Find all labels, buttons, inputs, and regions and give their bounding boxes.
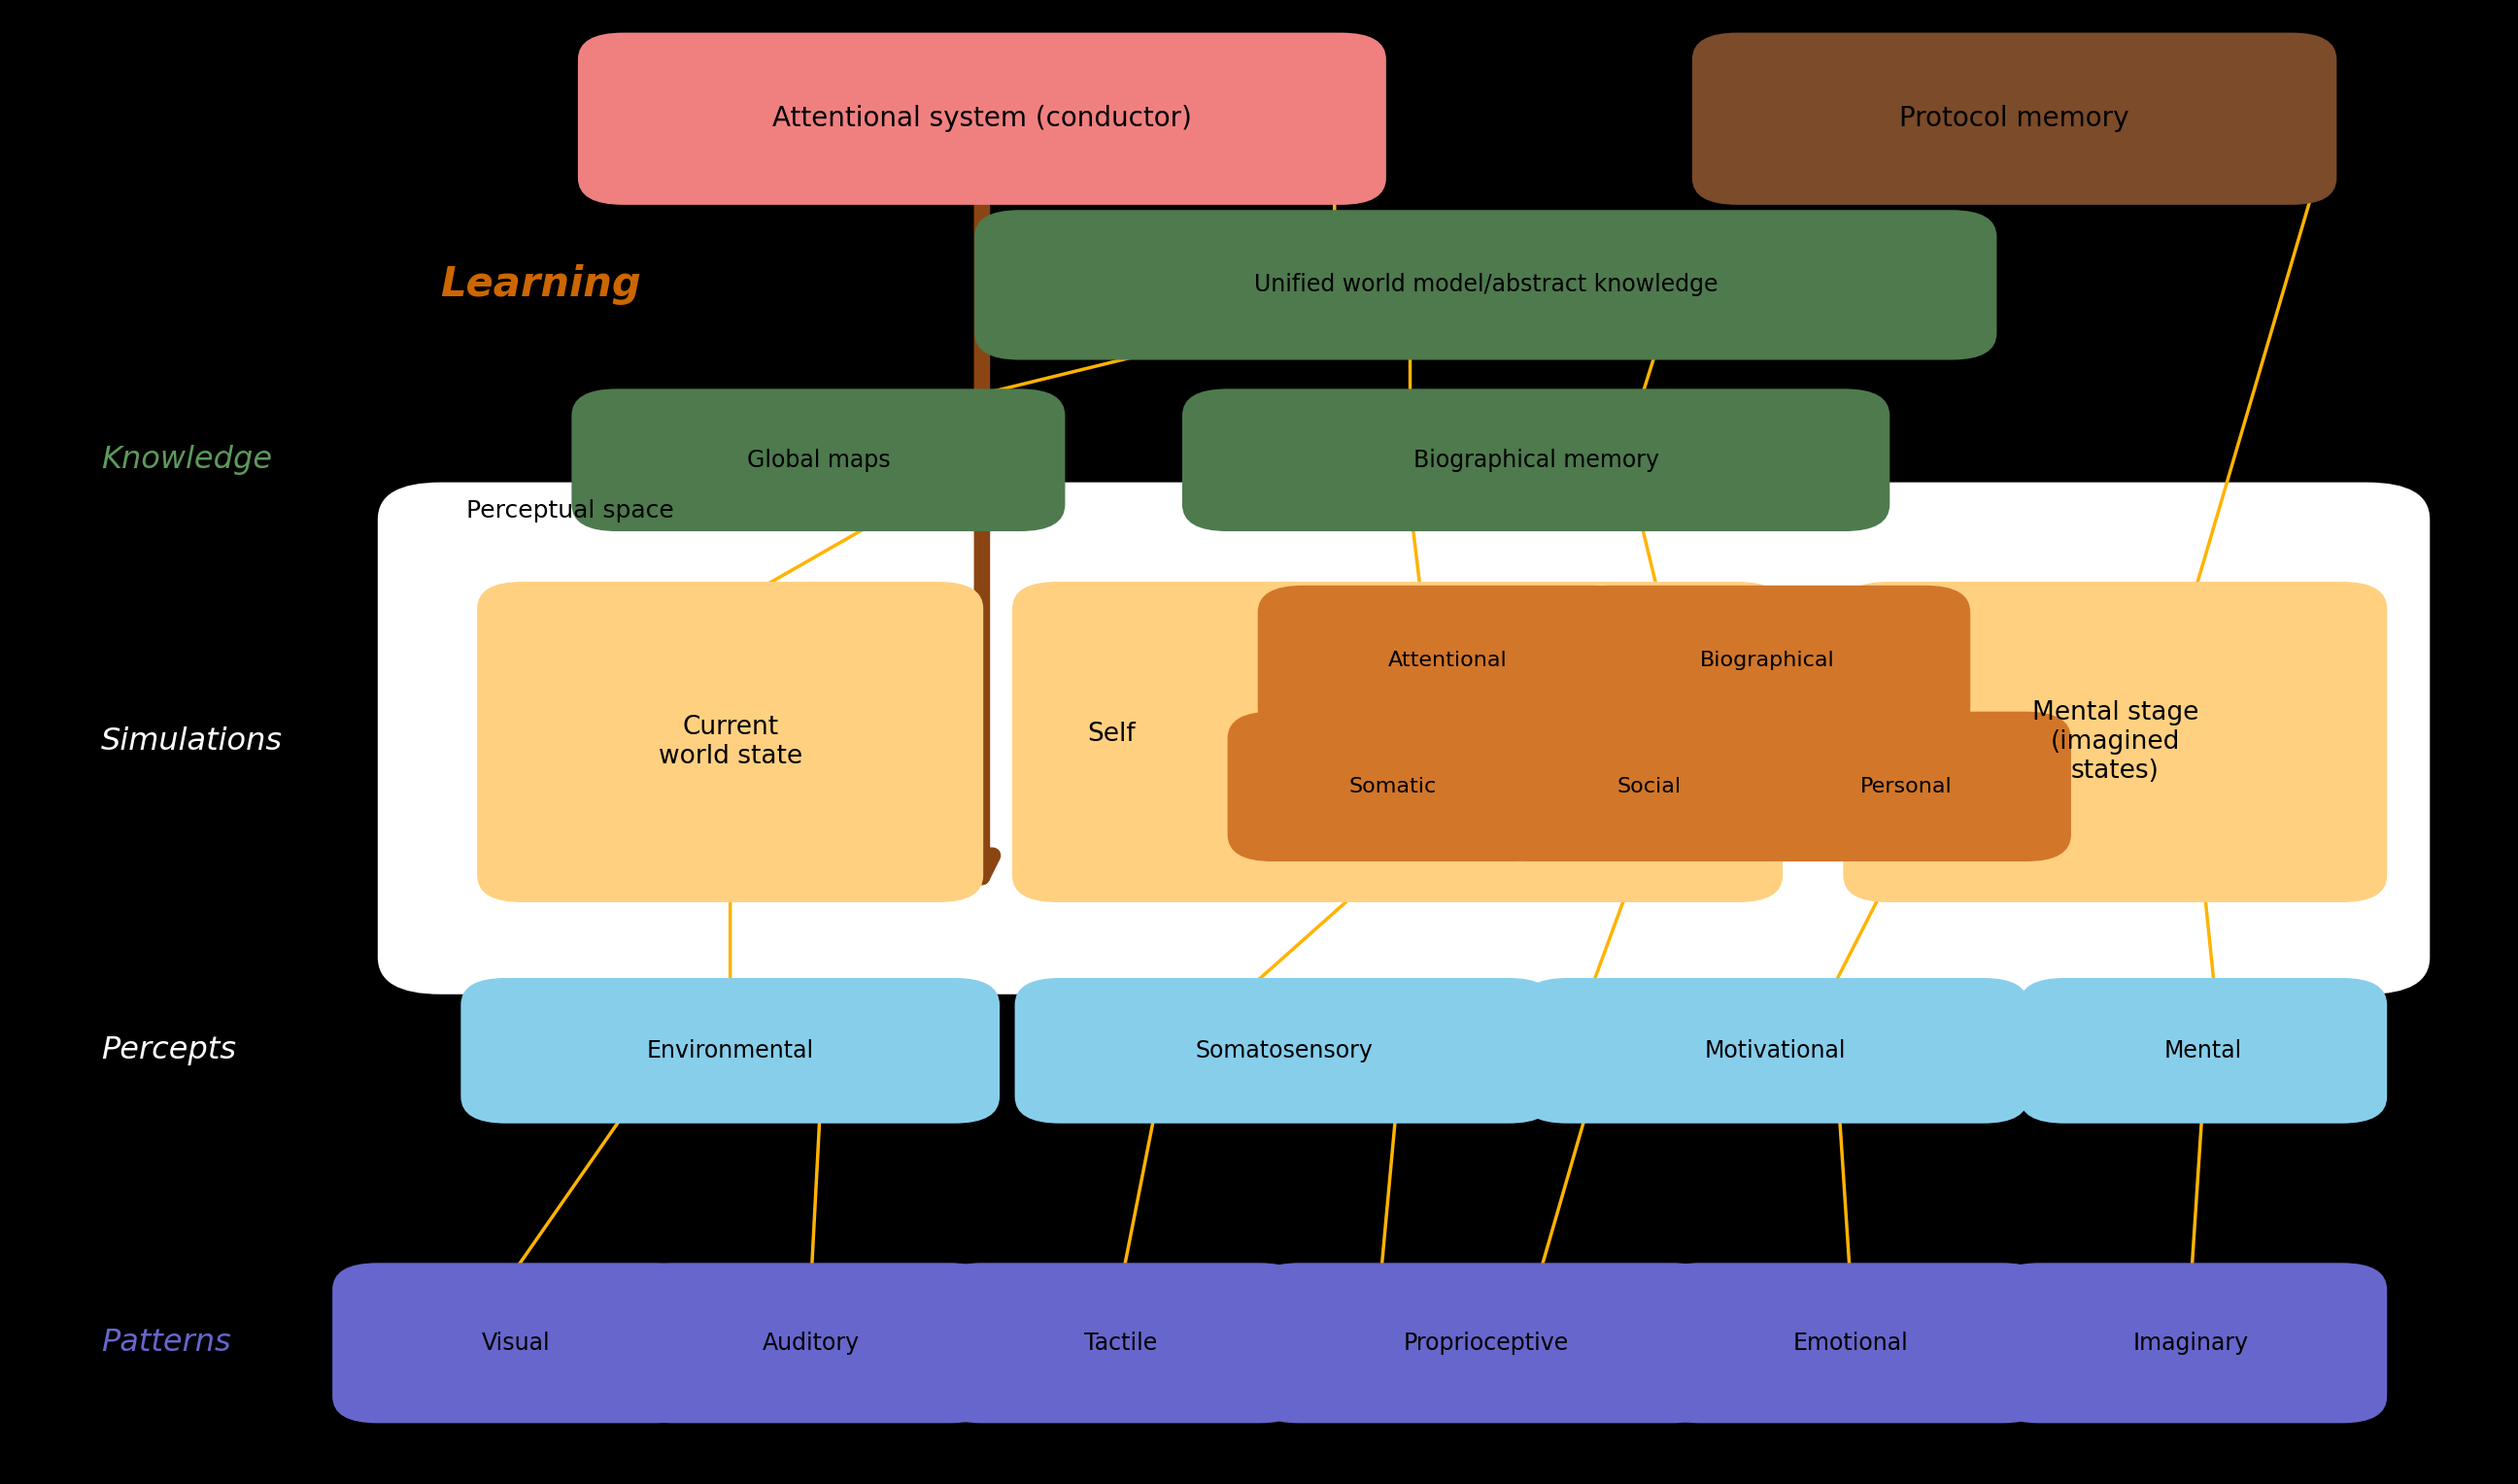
FancyBboxPatch shape — [1564, 585, 1969, 735]
FancyBboxPatch shape — [1183, 389, 1888, 531]
Text: Somatic: Somatic — [1350, 776, 1435, 797]
FancyBboxPatch shape — [1256, 585, 1637, 735]
FancyBboxPatch shape — [579, 33, 1385, 205]
Text: Personal: Personal — [1861, 776, 1951, 797]
FancyBboxPatch shape — [378, 482, 2430, 994]
Text: Percepts: Percepts — [101, 1036, 237, 1066]
Text: Self: Self — [1088, 721, 1136, 748]
Text: Simulations: Simulations — [101, 727, 282, 757]
FancyBboxPatch shape — [1229, 712, 1556, 861]
Text: Auditory: Auditory — [763, 1331, 859, 1355]
Text: Learning: Learning — [441, 264, 642, 306]
Text: Proprioceptive: Proprioceptive — [1403, 1331, 1569, 1355]
Text: Mental: Mental — [2165, 1039, 2241, 1063]
Text: Tactile: Tactile — [1083, 1331, 1158, 1355]
Text: Attentional system (conductor): Attentional system (conductor) — [773, 105, 1191, 132]
FancyBboxPatch shape — [1254, 1263, 1717, 1423]
FancyBboxPatch shape — [1012, 582, 1783, 902]
Text: Current
world state: Current world state — [657, 715, 803, 769]
FancyBboxPatch shape — [1486, 712, 1813, 861]
Text: Attentional: Attentional — [1387, 650, 1508, 671]
Text: Protocol memory: Protocol memory — [1899, 105, 2130, 132]
Text: Knowledge: Knowledge — [101, 445, 272, 475]
Text: Perceptual space: Perceptual space — [466, 499, 672, 522]
Text: Motivational: Motivational — [1705, 1039, 1846, 1063]
FancyBboxPatch shape — [1692, 33, 2337, 205]
FancyBboxPatch shape — [2019, 978, 2387, 1123]
FancyBboxPatch shape — [937, 1263, 1304, 1423]
Text: Somatosensory: Somatosensory — [1196, 1039, 1372, 1063]
Text: Global maps: Global maps — [748, 448, 889, 472]
FancyBboxPatch shape — [1015, 978, 1554, 1123]
FancyBboxPatch shape — [1521, 978, 2027, 1123]
Text: Patterns: Patterns — [101, 1328, 232, 1358]
Text: Biographical memory: Biographical memory — [1413, 448, 1659, 472]
FancyBboxPatch shape — [1843, 582, 2387, 902]
Text: Biographical: Biographical — [1700, 650, 1836, 671]
Text: Mental stage
(imagined
states): Mental stage (imagined states) — [2032, 700, 2198, 784]
FancyBboxPatch shape — [1994, 1263, 2387, 1423]
FancyBboxPatch shape — [572, 389, 1065, 531]
FancyBboxPatch shape — [1740, 712, 2070, 861]
Text: Social: Social — [1617, 776, 1682, 797]
FancyBboxPatch shape — [627, 1263, 995, 1423]
Text: Visual: Visual — [481, 1331, 551, 1355]
Text: Unified world model/abstract knowledge: Unified world model/abstract knowledge — [1254, 273, 1717, 297]
FancyBboxPatch shape — [461, 978, 1000, 1123]
Text: Environmental: Environmental — [647, 1039, 813, 1063]
Text: Imaginary: Imaginary — [2133, 1331, 2249, 1355]
FancyBboxPatch shape — [332, 1263, 700, 1423]
FancyBboxPatch shape — [974, 209, 1997, 359]
FancyBboxPatch shape — [476, 582, 982, 902]
Text: Emotional: Emotional — [1793, 1331, 1909, 1355]
FancyBboxPatch shape — [1654, 1263, 2047, 1423]
